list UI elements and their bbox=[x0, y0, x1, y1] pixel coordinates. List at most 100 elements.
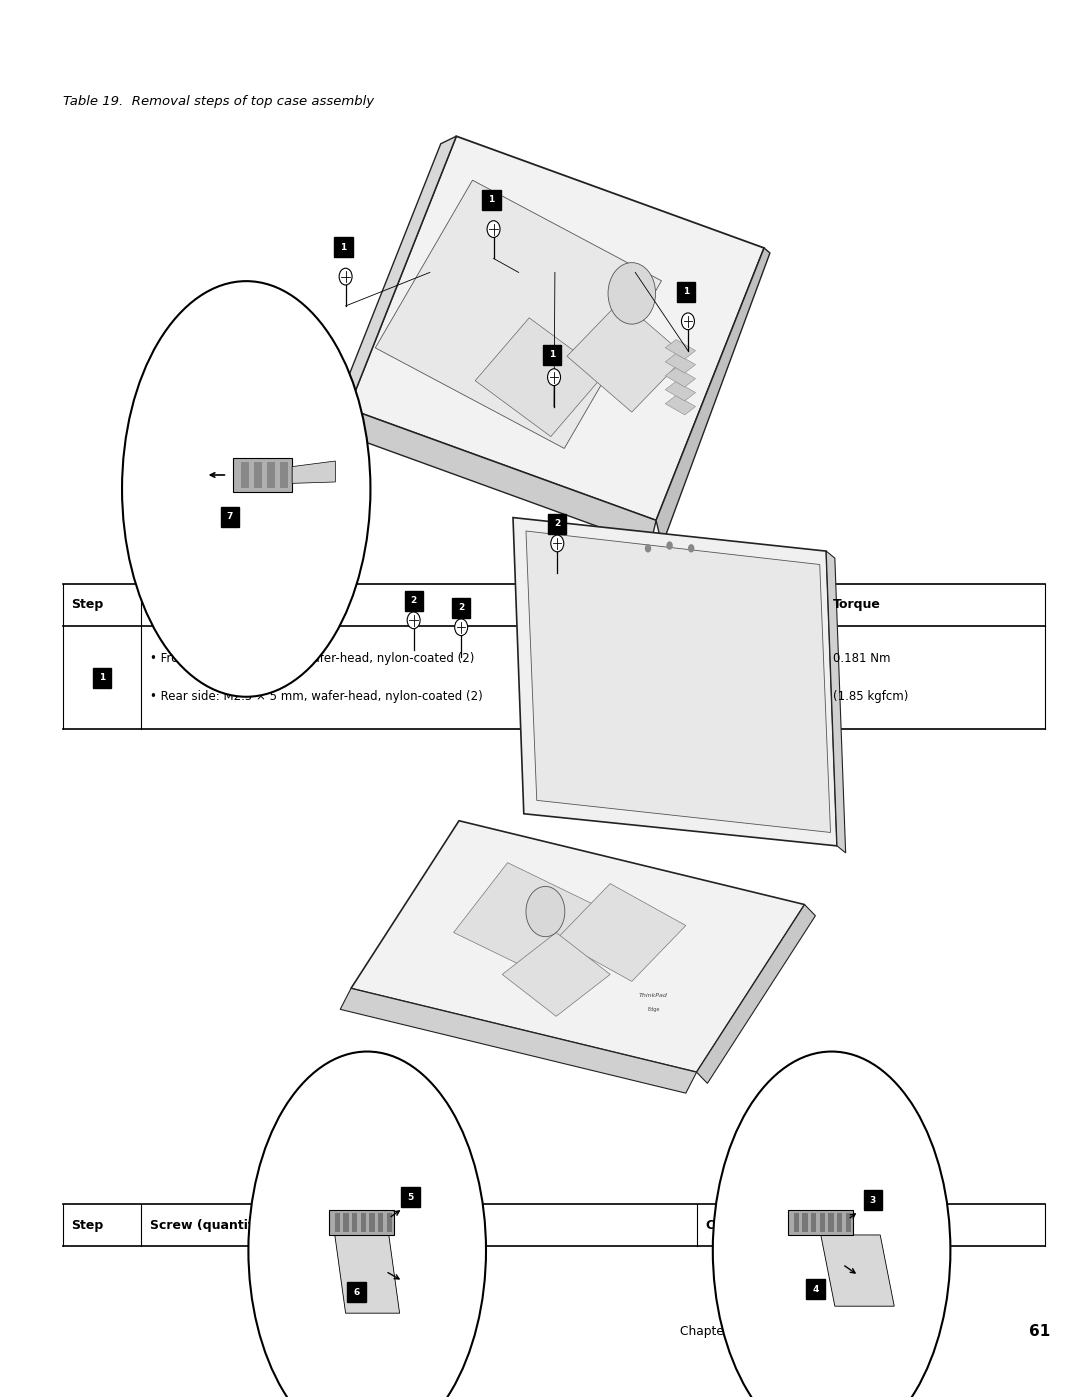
Bar bbox=[343, 1213, 349, 1232]
Text: 6: 6 bbox=[353, 1288, 360, 1296]
FancyBboxPatch shape bbox=[864, 1190, 881, 1210]
Circle shape bbox=[548, 369, 561, 386]
FancyBboxPatch shape bbox=[405, 591, 422, 610]
Polygon shape bbox=[665, 353, 696, 373]
Text: 0.181 Nm: 0.181 Nm bbox=[833, 652, 890, 665]
Circle shape bbox=[551, 535, 564, 552]
Text: Screw (quantity): Screw (quantity) bbox=[150, 598, 268, 612]
Polygon shape bbox=[567, 300, 686, 412]
Circle shape bbox=[645, 543, 651, 553]
Circle shape bbox=[526, 886, 565, 936]
FancyBboxPatch shape bbox=[483, 190, 500, 210]
Bar bbox=[846, 1213, 851, 1232]
Polygon shape bbox=[826, 550, 846, 852]
FancyBboxPatch shape bbox=[677, 282, 694, 302]
Text: 61: 61 bbox=[1029, 1324, 1051, 1338]
Bar bbox=[794, 1213, 799, 1232]
Circle shape bbox=[681, 313, 694, 330]
Text: 7: 7 bbox=[227, 513, 233, 521]
Text: Black: Black bbox=[705, 671, 738, 685]
Ellipse shape bbox=[122, 281, 370, 697]
Circle shape bbox=[487, 221, 500, 237]
Polygon shape bbox=[656, 249, 770, 546]
Text: 1: 1 bbox=[488, 196, 495, 204]
Bar bbox=[281, 461, 287, 488]
Bar bbox=[335, 1213, 340, 1232]
Text: ThinkPad: ThinkPad bbox=[639, 993, 667, 997]
Bar bbox=[242, 461, 248, 488]
Polygon shape bbox=[376, 180, 661, 448]
Bar bbox=[811, 1213, 816, 1232]
Polygon shape bbox=[513, 517, 837, 845]
FancyBboxPatch shape bbox=[807, 1280, 824, 1299]
Text: Screw (quantity): Screw (quantity) bbox=[150, 1218, 268, 1232]
Ellipse shape bbox=[248, 1052, 486, 1397]
Text: • Front side: M2 × 5 mm, wafer-head, nylon-coated (2): • Front side: M2 × 5 mm, wafer-head, nyl… bbox=[150, 652, 474, 665]
FancyBboxPatch shape bbox=[549, 514, 566, 534]
Text: (1.85 kgfcm): (1.85 kgfcm) bbox=[833, 690, 908, 703]
Bar bbox=[802, 1213, 808, 1232]
Text: Chapter 8.  Removing and replacing a FRU: Chapter 8. Removing and replacing a FRU bbox=[680, 1324, 941, 1338]
Text: 1: 1 bbox=[340, 243, 347, 251]
Text: Color: Color bbox=[705, 1218, 742, 1232]
Bar bbox=[255, 461, 262, 488]
Bar bbox=[352, 1213, 357, 1232]
Polygon shape bbox=[502, 933, 610, 1017]
Polygon shape bbox=[526, 531, 831, 833]
Text: Torque: Torque bbox=[833, 1218, 881, 1232]
Text: 3: 3 bbox=[869, 1196, 876, 1204]
Bar bbox=[837, 1213, 842, 1232]
Circle shape bbox=[407, 612, 420, 629]
Text: 2: 2 bbox=[410, 597, 417, 605]
Text: 1: 1 bbox=[99, 673, 105, 682]
FancyBboxPatch shape bbox=[233, 457, 293, 492]
Bar bbox=[268, 461, 274, 488]
Bar bbox=[378, 1213, 383, 1232]
Polygon shape bbox=[293, 461, 335, 483]
Text: Table 19.  Removal steps of top case assembly: Table 19. Removal steps of top case asse… bbox=[63, 95, 374, 108]
Polygon shape bbox=[351, 820, 805, 1073]
FancyBboxPatch shape bbox=[335, 237, 352, 257]
Ellipse shape bbox=[713, 1052, 950, 1397]
Polygon shape bbox=[333, 137, 457, 416]
Polygon shape bbox=[342, 408, 656, 546]
FancyBboxPatch shape bbox=[788, 1210, 853, 1235]
Bar bbox=[387, 1213, 392, 1232]
Text: 2: 2 bbox=[458, 604, 464, 612]
Circle shape bbox=[666, 541, 673, 549]
Text: 2: 2 bbox=[554, 520, 561, 528]
Text: 1: 1 bbox=[549, 351, 555, 359]
FancyBboxPatch shape bbox=[93, 668, 111, 687]
FancyBboxPatch shape bbox=[453, 598, 470, 617]
Polygon shape bbox=[821, 1235, 894, 1306]
Polygon shape bbox=[556, 883, 686, 981]
Bar bbox=[361, 1213, 366, 1232]
Polygon shape bbox=[454, 862, 594, 975]
Text: Edge: Edge bbox=[647, 1007, 660, 1011]
Polygon shape bbox=[340, 988, 697, 1092]
Text: Torque: Torque bbox=[833, 598, 881, 612]
FancyBboxPatch shape bbox=[543, 345, 561, 365]
Polygon shape bbox=[665, 395, 696, 415]
FancyBboxPatch shape bbox=[221, 507, 239, 527]
Text: • Rear side: M2.5 × 5 mm, wafer-head, nylon-coated (2): • Rear side: M2.5 × 5 mm, wafer-head, ny… bbox=[150, 690, 483, 703]
Circle shape bbox=[608, 263, 656, 324]
FancyBboxPatch shape bbox=[329, 1210, 394, 1235]
Polygon shape bbox=[697, 905, 815, 1084]
Text: Color: Color bbox=[705, 598, 742, 612]
Circle shape bbox=[455, 619, 468, 636]
Bar bbox=[820, 1213, 825, 1232]
Text: 1: 1 bbox=[683, 288, 689, 296]
Polygon shape bbox=[475, 319, 605, 436]
Polygon shape bbox=[349, 137, 765, 521]
Polygon shape bbox=[335, 1235, 400, 1313]
FancyBboxPatch shape bbox=[348, 1282, 365, 1302]
Circle shape bbox=[688, 543, 694, 553]
Bar bbox=[369, 1213, 375, 1232]
Text: 4: 4 bbox=[812, 1285, 819, 1294]
Polygon shape bbox=[665, 367, 696, 387]
Circle shape bbox=[339, 268, 352, 285]
Bar bbox=[828, 1213, 834, 1232]
Text: Step: Step bbox=[71, 1218, 104, 1232]
Polygon shape bbox=[665, 339, 696, 359]
